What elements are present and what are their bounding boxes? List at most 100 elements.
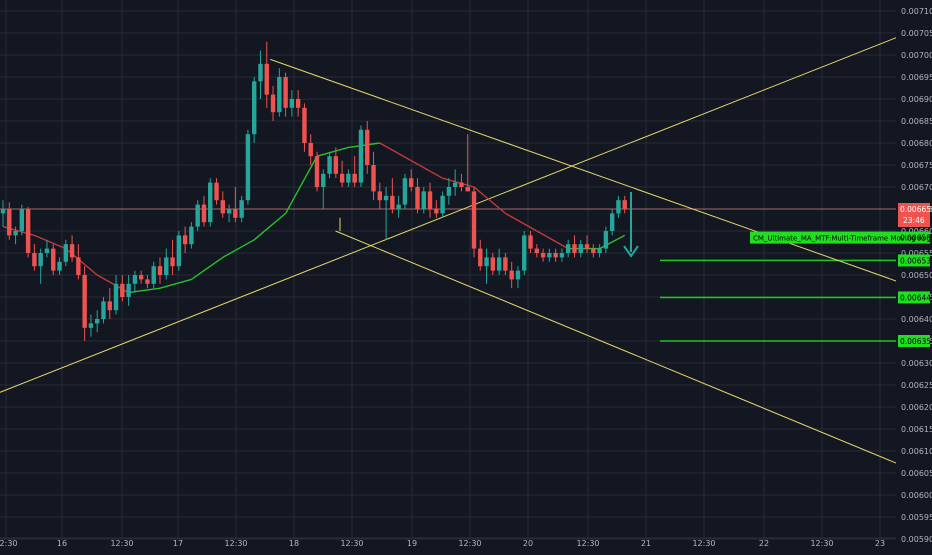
- candle[interactable]: [496, 248, 502, 275]
- candle[interactable]: [132, 270, 138, 293]
- candle[interactable]: [503, 253, 508, 275]
- candle[interactable]: [478, 239, 483, 271]
- candle[interactable]: [566, 239, 571, 258]
- candle[interactable]: [145, 275, 150, 289]
- candle[interactable]: [51, 244, 56, 275]
- candle[interactable]: [189, 222, 194, 249]
- candle[interactable]: [264, 41, 269, 108]
- x-axis[interactable]: 12:30 16 12:30 17 12:30 18 12:30 19 12:30 20 12:30…: [0, 537, 896, 548]
- candle[interactable]: [170, 239, 175, 275]
- candle[interactable]: [151, 261, 156, 289]
- candle[interactable]: [528, 231, 533, 253]
- candle[interactable]: [339, 160, 345, 187]
- candle[interactable]: [415, 178, 420, 214]
- candle[interactable]: [314, 151, 320, 192]
- candle[interactable]: [57, 257, 62, 275]
- candle[interactable]: [239, 195, 244, 223]
- candle[interactable]: [609, 209, 615, 236]
- candle[interactable]: [302, 103, 307, 152]
- candle[interactable]: [327, 151, 332, 179]
- candle[interactable]: [164, 248, 169, 280]
- candle[interactable]: [377, 182, 382, 209]
- candle[interactable]: [346, 169, 351, 187]
- candle[interactable]: [113, 275, 119, 315]
- candle[interactable]: [396, 195, 401, 218]
- candle[interactable]: [95, 310, 100, 333]
- candle[interactable]: [19, 204, 25, 236]
- candle[interactable]: [308, 134, 313, 165]
- candle[interactable]: [559, 248, 565, 262]
- candle[interactable]: [547, 248, 552, 262]
- candle[interactable]: [616, 195, 621, 218]
- candle[interactable]: [434, 200, 439, 218]
- candle[interactable]: [233, 187, 238, 223]
- candle[interactable]: [88, 314, 94, 337]
- candle[interactable]: [295, 90, 301, 117]
- candle[interactable]: [258, 50, 263, 99]
- candle[interactable]: [220, 191, 225, 218]
- candle[interactable]: [277, 68, 282, 117]
- candle[interactable]: [82, 266, 87, 341]
- candle[interactable]: [402, 173, 408, 209]
- candle[interactable]: [120, 275, 125, 302]
- candle[interactable]: [358, 125, 364, 187]
- candle[interactable]: [7, 202, 12, 240]
- trendline[interactable]: [0, 20, 932, 394]
- trendline[interactable]: [270, 58, 932, 297]
- candle[interactable]: [226, 204, 232, 223]
- candle[interactable]: [622, 195, 627, 214]
- candle[interactable]: [390, 178, 395, 214]
- candle[interactable]: [572, 235, 577, 258]
- candle[interactable]: [522, 231, 527, 275]
- candle[interactable]: [32, 244, 37, 271]
- candle[interactable]: [484, 248, 489, 284]
- candle[interactable]: [427, 182, 433, 218]
- candle[interactable]: [333, 147, 339, 179]
- level-price-label[interactable]: 0.006449: [898, 291, 932, 304]
- candle[interactable]: [157, 257, 163, 284]
- candle[interactable]: [101, 297, 106, 324]
- trendline[interactable]: [335, 230, 932, 482]
- candle[interactable]: [446, 178, 452, 205]
- candle[interactable]: [283, 72, 288, 117]
- candle[interactable]: [13, 226, 18, 245]
- candle[interactable]: [515, 266, 521, 289]
- candle[interactable]: [465, 134, 470, 192]
- candle[interactable]: [440, 191, 445, 218]
- candle[interactable]: [0, 200, 6, 227]
- candle[interactable]: [44, 239, 50, 258]
- candle[interactable]: [245, 129, 251, 205]
- candle[interactable]: [534, 244, 539, 258]
- candle[interactable]: [138, 270, 144, 284]
- candle[interactable]: [471, 187, 477, 258]
- candle[interactable]: [201, 195, 207, 227]
- candle[interactable]: [252, 77, 257, 143]
- candle[interactable]: [509, 261, 514, 289]
- candle[interactable]: [553, 248, 558, 262]
- candle[interactable]: [76, 244, 81, 280]
- candle[interactable]: [578, 239, 583, 258]
- current-price-label[interactable]: 0.006650 23:46: [898, 203, 932, 227]
- candle[interactable]: [176, 231, 182, 271]
- candle[interactable]: [383, 187, 389, 240]
- indicator-label[interactable]: CM_Ultimate_MA_MTF:Multi-Timeframe Movin…: [750, 231, 932, 244]
- candle[interactable]: [409, 169, 414, 192]
- candle[interactable]: [490, 253, 496, 275]
- candle[interactable]: [371, 151, 376, 201]
- candle[interactable]: [584, 235, 590, 253]
- candle[interactable]: [270, 85, 276, 121]
- candle[interactable]: [214, 178, 219, 205]
- arrow-down-icon[interactable]: [623, 192, 639, 258]
- candle[interactable]: [25, 206, 31, 258]
- candle[interactable]: [597, 244, 602, 258]
- candle[interactable]: [126, 275, 131, 306]
- candle[interactable]: [208, 178, 213, 227]
- candle[interactable]: [107, 288, 112, 319]
- candle[interactable]: [63, 239, 68, 267]
- candle[interactable]: [69, 235, 75, 262]
- candle[interactable]: [603, 226, 609, 253]
- candle[interactable]: [591, 244, 596, 258]
- candle[interactable]: [289, 90, 295, 117]
